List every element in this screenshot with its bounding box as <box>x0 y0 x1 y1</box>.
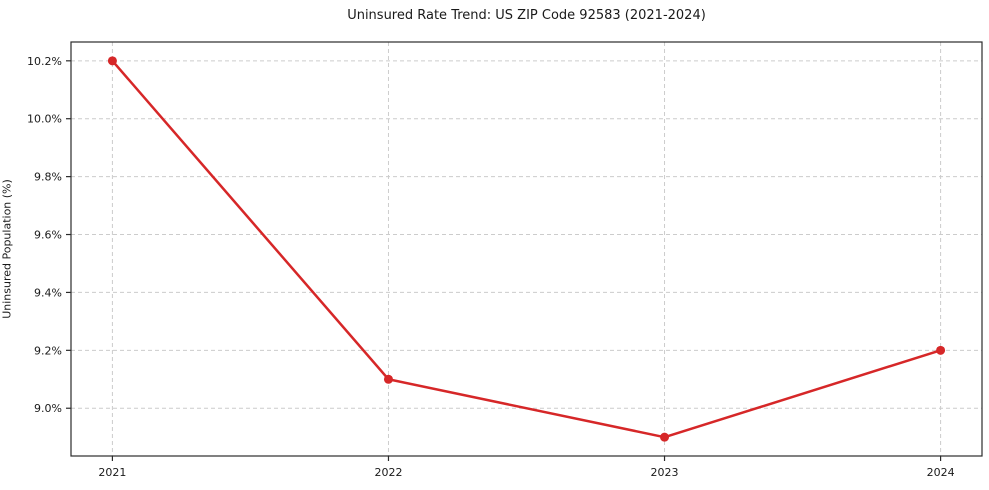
data-point-marker <box>383 374 393 384</box>
y-tick-label: 10.2% <box>27 55 62 68</box>
chart-title: Uninsured Rate Trend: US ZIP Code 92583 … <box>347 8 706 23</box>
x-tick-label: 2023 <box>651 466 679 479</box>
y-axis-label: Uninsured Population (%) <box>0 179 14 319</box>
y-tick-label: 9.2% <box>34 344 62 357</box>
y-tick-label: 9.6% <box>34 229 62 242</box>
y-tick-label: 9.0% <box>34 402 62 415</box>
x-tick-label: 2021 <box>98 466 126 479</box>
data-point-marker <box>660 432 670 442</box>
y-tick-label: 10.0% <box>27 113 62 126</box>
plot-border <box>70 41 983 457</box>
y-tick-label: 9.4% <box>34 286 62 299</box>
data-point-marker <box>107 56 117 66</box>
x-tick-label: 2022 <box>374 466 402 479</box>
y-tick-label: 9.8% <box>34 171 62 184</box>
data-point-marker <box>936 345 946 355</box>
x-tick-label: 2024 <box>927 466 955 479</box>
line-series <box>111 59 942 439</box>
